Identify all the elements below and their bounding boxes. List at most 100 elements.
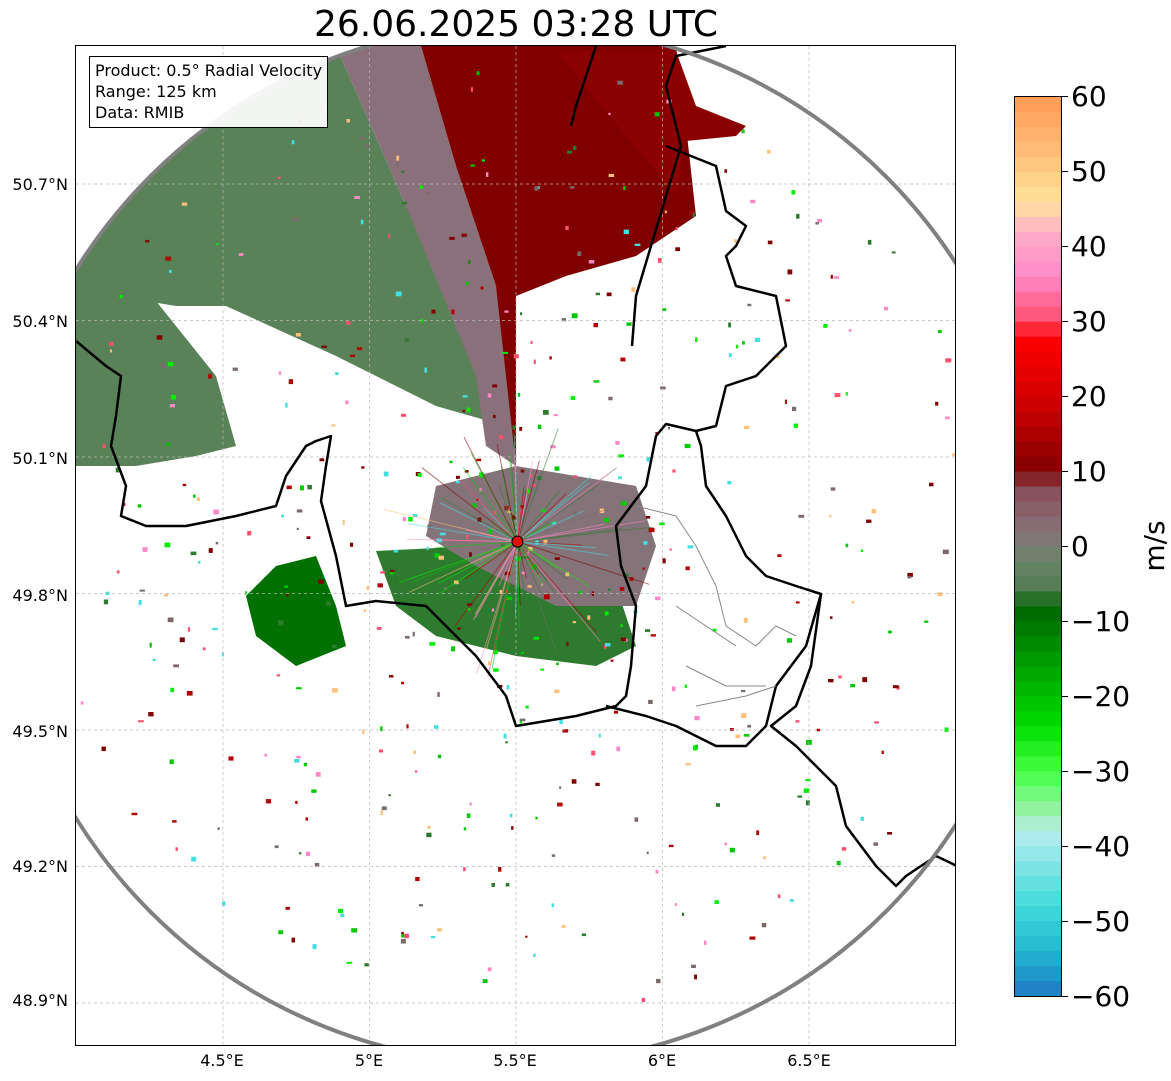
velocity-speckle: [187, 627, 191, 632]
colorbar-segment: [1015, 906, 1061, 922]
velocity-speckle: [704, 940, 707, 945]
colorbar-segment: [1015, 681, 1061, 697]
velocity-speckle: [537, 476, 542, 480]
velocity-speckle: [388, 675, 394, 678]
colorbar-segment: [1015, 111, 1061, 128]
velocity-speckle: [572, 621, 577, 624]
radar-map[interactable]: [75, 45, 956, 1046]
velocity-speckle: [509, 813, 513, 818]
velocity-speckle: [692, 745, 698, 751]
velocity-speckle: [641, 997, 646, 1003]
velocity-speckle: [643, 541, 648, 545]
velocity-speckle: [390, 569, 395, 572]
velocity-speckle: [795, 720, 800, 723]
colorbar-tick-label: −40: [1071, 830, 1131, 863]
velocity-speckle: [727, 480, 732, 485]
velocity-speckle: [190, 551, 197, 556]
velocity-speckle: [684, 684, 687, 688]
colorbar-segment: [1015, 846, 1061, 862]
velocity-speckle: [533, 636, 539, 640]
velocity-speckle: [668, 844, 674, 848]
velocity-speckle: [437, 692, 440, 697]
velocity-speckle: [533, 953, 536, 957]
velocity-speckle: [215, 541, 219, 545]
velocity-speckle: [168, 269, 172, 273]
velocity-speckle: [170, 687, 175, 693]
colorbar-segment: [1015, 471, 1061, 488]
velocity-speckle: [671, 686, 676, 692]
velocity-speckle: [561, 318, 566, 322]
inbound-echo-region: [246, 556, 346, 666]
velocity-speckle: [196, 497, 200, 501]
velocity-speckle: [427, 524, 433, 529]
velocity-speckle: [623, 573, 629, 577]
velocity-speckle: [430, 936, 436, 939]
velocity-speckle: [750, 199, 756, 204]
velocity-speckle: [461, 233, 467, 237]
velocity-speckle: [521, 556, 527, 559]
colorbar-tick: [1062, 96, 1068, 97]
lat-tick-label: 50.7°N: [12, 175, 68, 194]
velocity-speckle: [182, 483, 187, 487]
velocity-speckle: [654, 112, 660, 117]
velocity-speckle: [657, 258, 662, 263]
velocity-speckle: [331, 688, 338, 693]
velocity-speckle: [816, 728, 821, 732]
velocity-speckle: [383, 471, 389, 477]
radar-site-marker: [511, 535, 524, 548]
velocity-speckle: [866, 519, 872, 523]
velocity-speckle: [874, 721, 879, 724]
colorbar-segment: [1015, 651, 1061, 667]
colorbar-segment: [1015, 591, 1061, 608]
velocity-speckle: [608, 173, 615, 177]
velocity-speckle: [694, 974, 697, 980]
colorbar-segment: [1015, 321, 1061, 338]
velocity-speckle: [729, 847, 735, 853]
velocity-speckle: [148, 712, 154, 717]
velocity-speckle: [891, 251, 896, 254]
velocity-speckle: [756, 830, 760, 836]
velocity-speckle: [366, 585, 369, 591]
velocity-colorbar: [1014, 96, 1062, 997]
velocity-speckle: [295, 333, 301, 337]
velocity-speckle: [828, 679, 834, 683]
velocity-speckle: [519, 720, 522, 724]
velocity-speckle: [277, 176, 281, 179]
velocity-speckle: [296, 755, 301, 759]
velocity-speckle: [591, 750, 596, 756]
velocity-speckle: [315, 772, 321, 777]
radial-streak: [517, 473, 609, 543]
velocity-speckle: [742, 341, 745, 345]
velocity-speckle: [426, 832, 432, 838]
velocity-speckle: [675, 247, 681, 252]
country-border-be-de: [665, 144, 788, 433]
velocity-speckle: [181, 202, 188, 206]
velocity-speckle: [551, 903, 555, 908]
velocity-speckle: [695, 337, 698, 342]
lat-tick-label: 50.4°N: [12, 312, 68, 331]
velocity-speckle: [598, 733, 601, 738]
velocity-speckle: [213, 509, 220, 515]
graticule-gridlines: [76, 46, 955, 1045]
velocity-speckle: [420, 319, 423, 323]
radial-streak: [474, 541, 518, 552]
velocity-speckle: [482, 979, 488, 984]
velocity-speckle: [860, 549, 864, 552]
velocity-speckle: [685, 566, 690, 571]
velocity-speckle: [318, 579, 324, 584]
velocity-speckle: [401, 934, 405, 938]
velocity-speckle: [434, 553, 440, 558]
velocity-speckle: [767, 150, 771, 154]
colorbar-segment: [1015, 396, 1061, 413]
velocity-speckle: [512, 425, 516, 430]
velocity-speckle: [101, 746, 106, 752]
radial-streak: [463, 436, 518, 542]
velocity-speckle: [830, 274, 833, 279]
velocity-speckle: [299, 485, 304, 491]
velocity-speckle: [506, 511, 513, 514]
colorbar-tick: [1062, 246, 1068, 247]
radial-streak: [407, 523, 518, 543]
velocity-speckle: [306, 536, 311, 539]
colorbar-segment: [1015, 756, 1061, 772]
radial-streak: [517, 508, 609, 543]
